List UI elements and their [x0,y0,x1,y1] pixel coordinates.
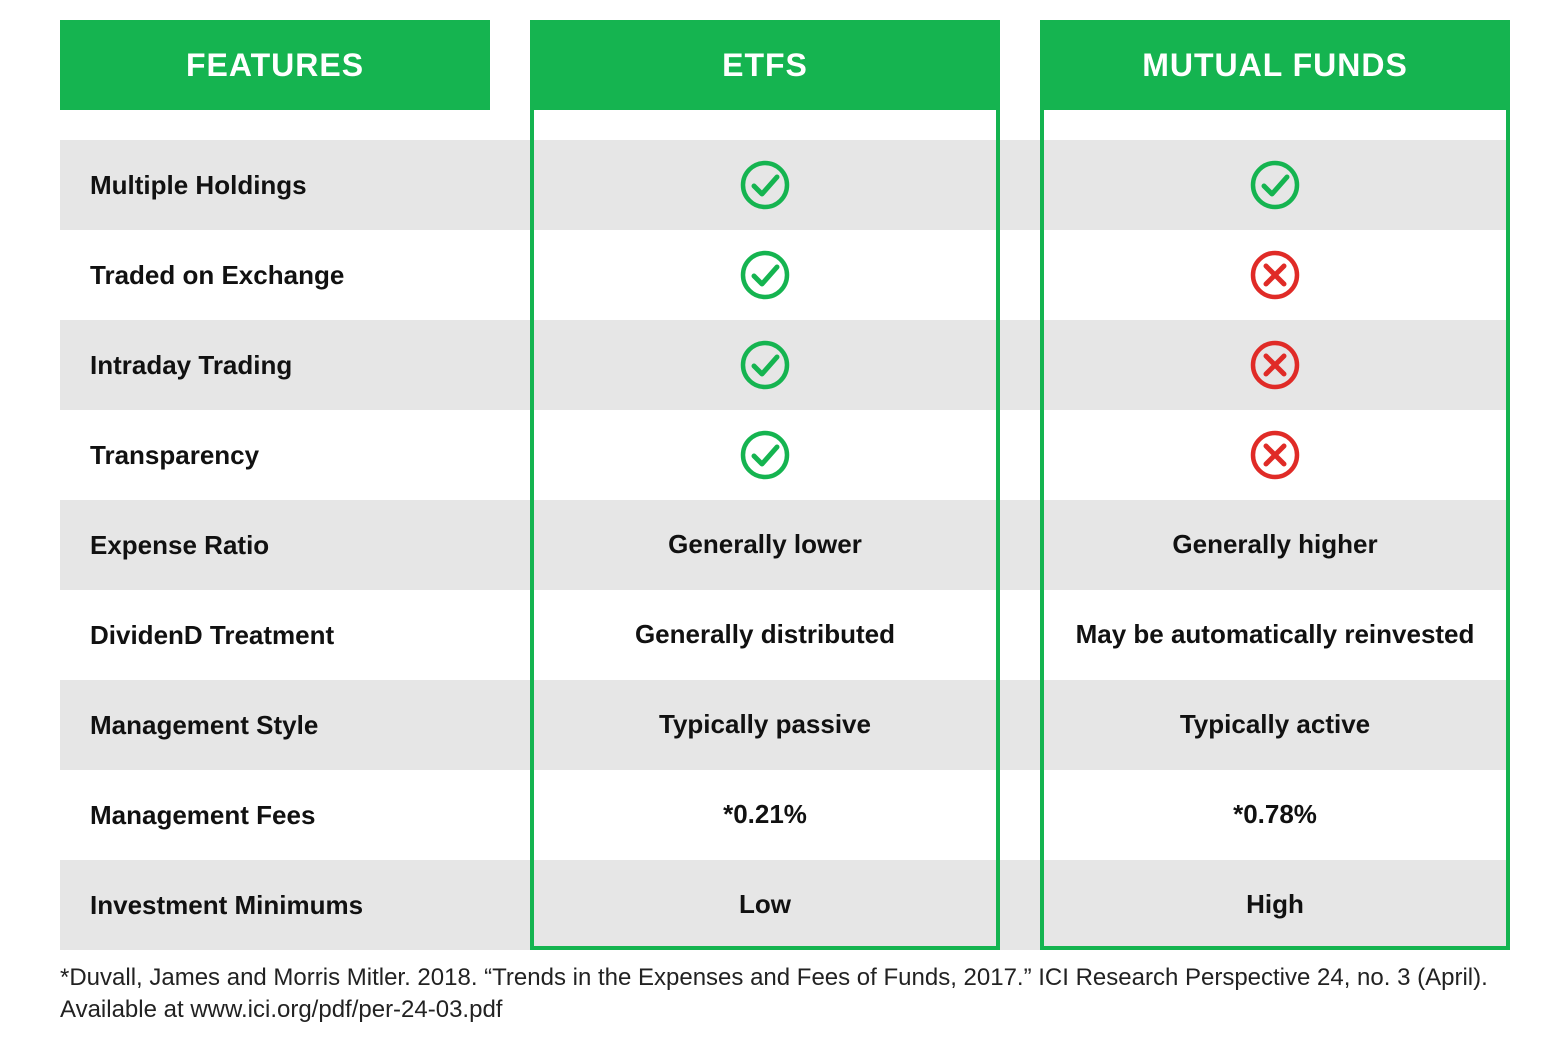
cross-icon [1249,429,1301,481]
gap [1000,680,1040,770]
gap [490,590,530,680]
cross-icon [1249,339,1301,391]
gap [1000,410,1040,500]
mutual-funds-value [1040,140,1510,230]
mutual-funds-value: Generally higher [1040,500,1510,590]
feature-label: Traded on Exchange [60,230,490,320]
gap [490,860,530,950]
check-icon [739,429,791,481]
header-etfs: ETFS [530,20,1000,110]
spacer [1000,110,1040,140]
etfs-value: Generally distributed [530,590,1000,680]
gap [490,320,530,410]
feature-label: Multiple Holdings [60,140,490,230]
gap [490,230,530,320]
spacer [530,110,1000,140]
gap [490,140,530,230]
etfs-value: Low [530,860,1000,950]
mutual-funds-value [1040,320,1510,410]
etfs-value [530,320,1000,410]
gap [490,680,530,770]
spacer [60,110,490,140]
feature-label: Management Fees [60,770,490,860]
etfs-value [530,140,1000,230]
check-icon [739,159,791,211]
cross-icon [1249,249,1301,301]
etfs-value [530,410,1000,500]
feature-label: Intraday Trading [60,320,490,410]
gap [1000,230,1040,320]
feature-label: Expense Ratio [60,500,490,590]
feature-label: DividenD Treatment [60,590,490,680]
mutual-funds-value: *0.78% [1040,770,1510,860]
gap [1000,500,1040,590]
gap [1000,860,1040,950]
gap [1000,140,1040,230]
gap [1000,320,1040,410]
etfs-value: Typically passive [530,680,1000,770]
header-features: FEATURES [60,20,490,110]
gap [1000,590,1040,680]
feature-label: Investment Minimums [60,860,490,950]
gap [490,500,530,590]
mutual-funds-value [1040,410,1510,500]
gap [1000,770,1040,860]
check-icon [739,339,791,391]
mutual-funds-value: Typically active [1040,680,1510,770]
feature-label: Management Style [60,680,490,770]
gap [490,410,530,500]
etfs-value: *0.21% [530,770,1000,860]
mutual-funds-value [1040,230,1510,320]
header-gap-2 [1000,20,1040,110]
check-icon [739,249,791,301]
spacer [1040,110,1510,140]
feature-label: Transparency [60,410,490,500]
mutual-funds-value: May be automatically reinvested [1040,590,1510,680]
check-icon [1249,159,1301,211]
comparison-table: FEATURES ETFS MUTUAL FUNDS Multiple Hold… [60,20,1488,950]
footnote-citation: *Duvall, James and Morris Mitler. 2018. … [60,962,1488,1027]
etfs-value [530,230,1000,320]
header-gap-1 [490,20,530,110]
gap [490,770,530,860]
etfs-value: Generally lower [530,500,1000,590]
spacer [490,110,530,140]
mutual-funds-value: High [1040,860,1510,950]
header-mutual-funds: MUTUAL FUNDS [1040,20,1510,110]
